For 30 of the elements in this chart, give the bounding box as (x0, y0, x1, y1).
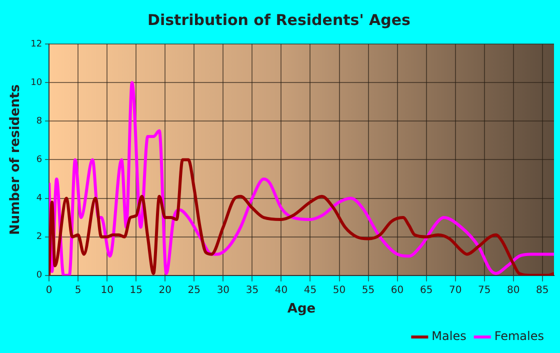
x-tick-label: 50 (332, 284, 346, 296)
legend-label: Males (432, 329, 466, 344)
x-tick-label: 25 (188, 284, 201, 296)
x-tick-label: 65 (420, 284, 433, 296)
x-tick-label: 55 (362, 284, 375, 296)
x-tick-label: 45 (304, 284, 317, 296)
y-tick-label: 0 (36, 270, 42, 281)
x-tick-label: 60 (390, 284, 404, 296)
x-axis-title: Age (287, 302, 316, 317)
x-tick-label: 80 (507, 284, 520, 296)
legend-label: Females (494, 329, 544, 344)
y-tick-label: 2 (36, 232, 42, 242)
x-tick-label: 30 (216, 284, 230, 296)
x-tick-label: 70 (448, 284, 462, 296)
x-tick-label: 5 (74, 284, 82, 296)
y-tick-label: 6 (36, 155, 42, 166)
x-tick-label: 0 (46, 284, 52, 296)
y-tick-label: 4 (36, 194, 42, 204)
x-tick-label: 20 (158, 284, 172, 296)
x-tick-label: 35 (246, 284, 259, 296)
x-tick-label: 40 (274, 284, 288, 296)
y-tick-label: 10 (30, 78, 42, 88)
y-axis-title: Number of residents (8, 84, 24, 236)
chart-title: Distribution of Residents' Ages (148, 10, 411, 29)
x-tick-label: 75 (478, 284, 491, 296)
x-tick-label: 10 (100, 284, 114, 296)
x-tick-label: 15 (130, 284, 142, 296)
y-tick-label: 12 (30, 39, 42, 50)
x-tick-label: 85 (536, 284, 549, 296)
y-tick-label: 8 (36, 116, 42, 126)
